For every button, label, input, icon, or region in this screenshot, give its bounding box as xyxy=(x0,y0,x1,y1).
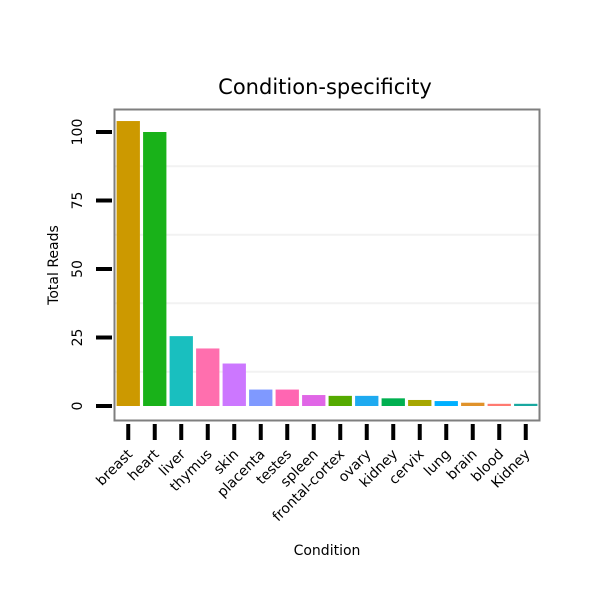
bar-series xyxy=(116,121,538,406)
bar-cervix xyxy=(408,399,432,406)
y-tick-label: 25 xyxy=(70,329,86,347)
plot-frame xyxy=(113,108,541,422)
y-tick-label: 50 xyxy=(70,260,86,278)
grid-lines xyxy=(115,165,539,373)
bar-brain xyxy=(461,402,485,406)
y-tick-label: 75 xyxy=(70,192,86,210)
y-tick-label: 0 xyxy=(70,402,86,411)
chart-title: Condition-specificity xyxy=(218,75,432,99)
y-tick-label: 100 xyxy=(70,119,86,146)
bar-kidney xyxy=(514,403,538,406)
bar-blood xyxy=(487,403,511,406)
bar-lung xyxy=(434,401,458,406)
y-axis: 0 25 50 75 100 xyxy=(70,119,112,411)
bar-skin xyxy=(222,363,246,406)
bar-spleen xyxy=(302,395,326,406)
bar-breast xyxy=(116,121,140,406)
x-axis-label: Condition xyxy=(294,543,361,559)
bar-thymus xyxy=(196,348,220,406)
bar-heart xyxy=(143,132,167,406)
x-axis: breastheartliverthymusskinplacentatestes… xyxy=(93,424,534,525)
bar-frontal-cortex xyxy=(328,395,352,406)
bar-liver xyxy=(169,336,193,406)
bar-ovary xyxy=(355,395,379,406)
bar-kidney xyxy=(381,398,405,406)
x-tick-label: heart xyxy=(125,446,163,484)
y-axis-label: Total Reads xyxy=(46,225,62,306)
bar-testes xyxy=(275,389,299,406)
bar-placenta xyxy=(249,389,273,406)
